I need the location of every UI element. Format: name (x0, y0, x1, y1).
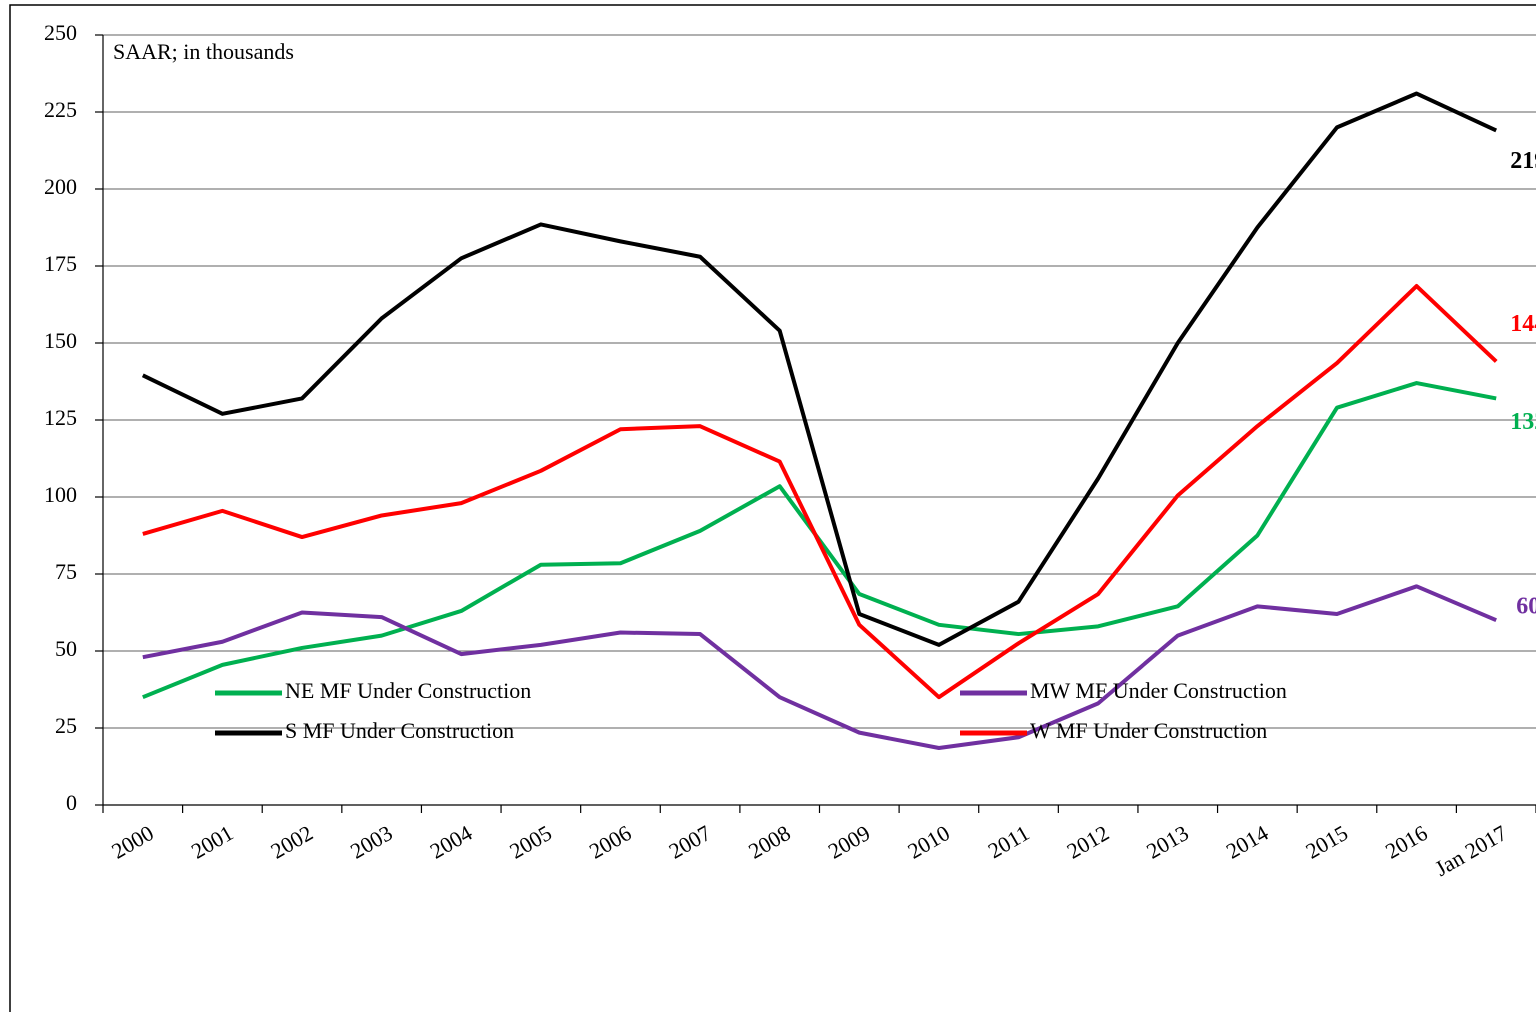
series-line (142, 284, 1498, 700)
legend-label: MW MF Under Construction (1030, 678, 1287, 703)
y-tick-label: 200 (44, 174, 77, 199)
legend-label: W MF Under Construction (1030, 718, 1267, 743)
end-label: 132 (1510, 409, 1536, 435)
y-tick-label: 225 (44, 97, 77, 122)
end-label: 219 (1510, 148, 1536, 174)
y-tick-label: 75 (55, 559, 77, 584)
legend-label: NE MF Under Construction (285, 678, 531, 703)
y-tick-label: 150 (44, 328, 77, 353)
y-tick-label: 125 (44, 405, 77, 430)
series-line (141, 91, 1498, 647)
y-tick-label: 0 (66, 790, 77, 815)
series-line (142, 584, 1497, 751)
end-label: 60 (1516, 594, 1536, 620)
y-tick-label: 250 (44, 20, 77, 45)
chart-frame (9, 4, 1536, 1012)
annotation: SAAR; in thousands (113, 39, 294, 64)
legend-label: S MF Under Construction (285, 718, 514, 743)
y-tick-label: 175 (44, 251, 77, 276)
y-tick-label: 100 (44, 482, 77, 507)
y-tick-label: 25 (55, 713, 77, 738)
y-tick-label: 50 (55, 636, 77, 661)
end-label: 144 (1510, 311, 1536, 337)
